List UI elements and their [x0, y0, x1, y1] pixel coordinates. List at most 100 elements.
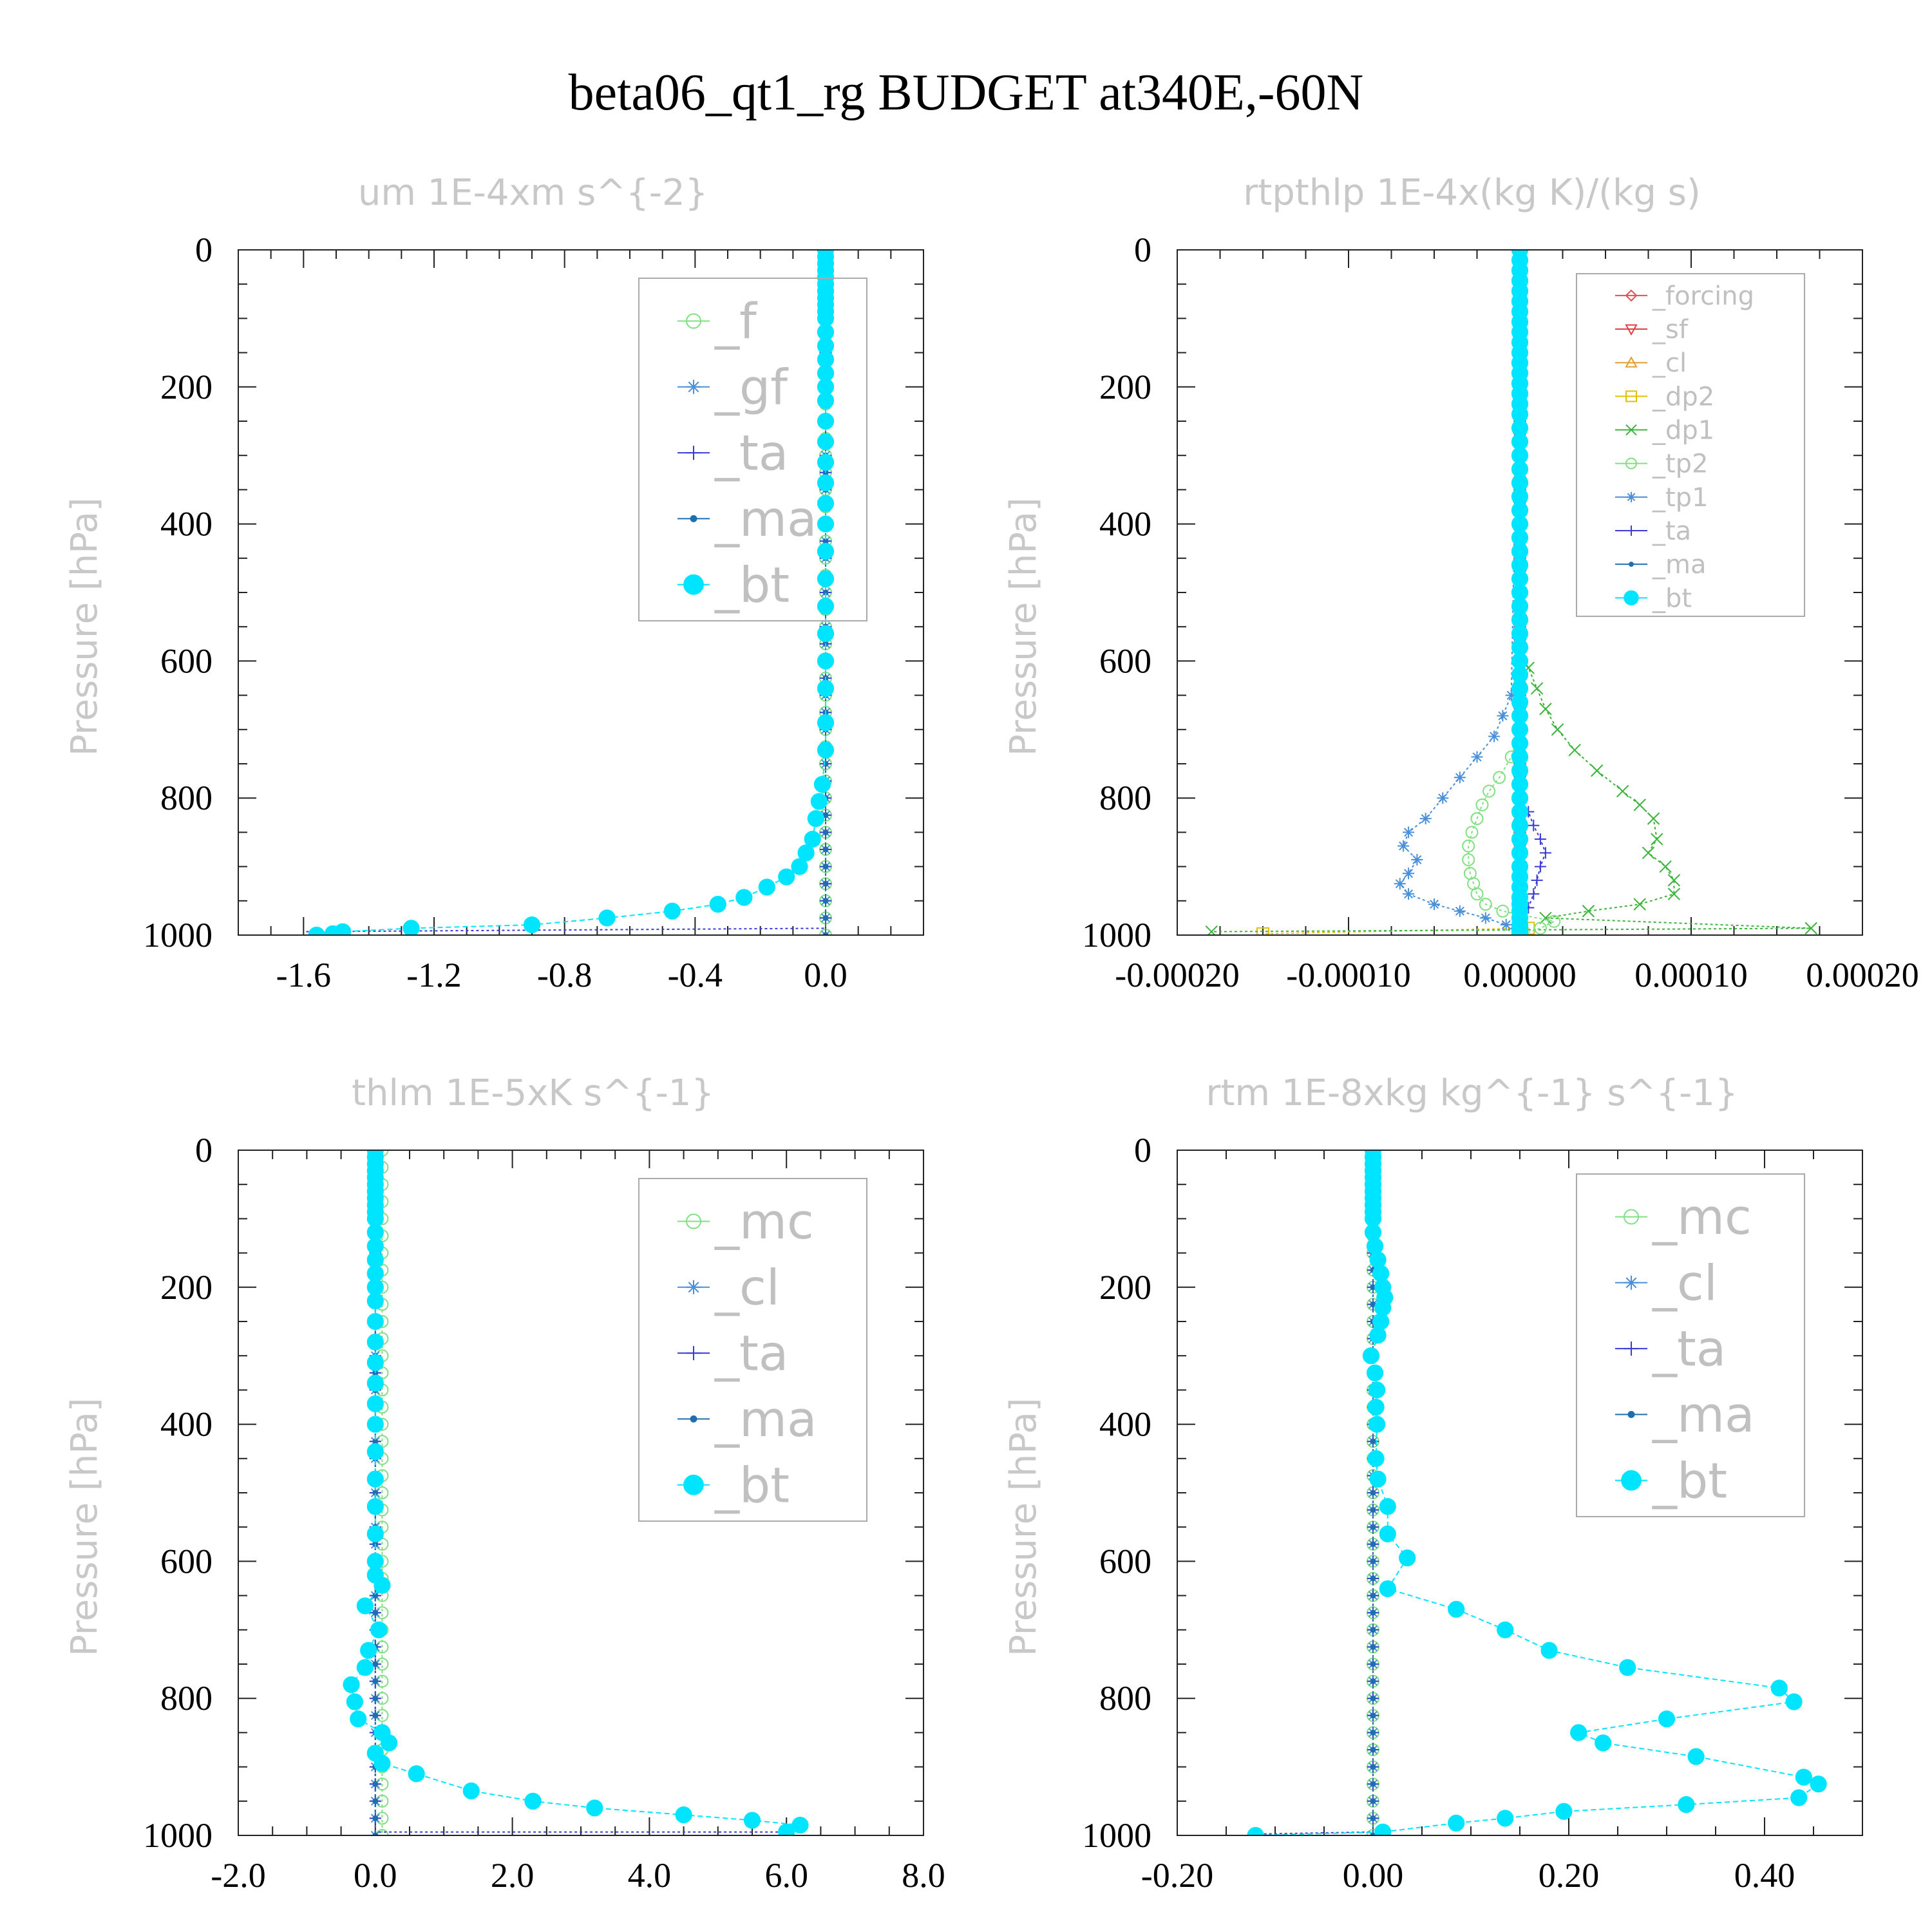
data-point — [817, 433, 835, 451]
data-point — [370, 1621, 388, 1638]
data-point — [346, 1693, 363, 1710]
data-point — [1370, 1609, 1376, 1616]
legend-label: _ta — [714, 424, 788, 482]
legend-marker — [1627, 1410, 1635, 1418]
data-point — [1470, 812, 1484, 826]
data-point — [372, 1781, 379, 1787]
x-tick-label: -0.8 — [537, 956, 592, 994]
y-tick-label: 800 — [160, 1679, 213, 1718]
panel-3: thlm 1E-5xK s^{-1} Pressure [hPa] 0 200 400 6… — [64, 1072, 945, 1895]
data-point — [1678, 1796, 1695, 1814]
data-point — [1810, 1776, 1827, 1793]
y-tick-label: 400 — [1099, 505, 1151, 544]
data-point — [1651, 833, 1663, 846]
legend-label: _gf — [714, 358, 789, 415]
series-group — [343, 1150, 809, 1835]
data-point — [366, 1498, 384, 1515]
data-point — [372, 1695, 379, 1701]
data-point — [817, 625, 835, 642]
data-point — [1470, 887, 1484, 901]
data-point — [804, 830, 821, 848]
y-axis-label: Pressure [hPa] — [1003, 497, 1045, 756]
figure-title: beta06_qt1_rg BUDGET at340E,-60N — [569, 64, 1364, 121]
legend-marker — [1624, 590, 1639, 606]
data-point — [1555, 1803, 1573, 1820]
y-tick-label: 400 — [160, 505, 213, 544]
legend-label: _f — [714, 292, 758, 350]
data-point — [1372, 1312, 1390, 1331]
data-point — [372, 1490, 379, 1496]
data-point — [1419, 813, 1432, 825]
data-point — [1454, 905, 1466, 917]
data-point — [372, 1832, 379, 1835]
data-point — [1465, 826, 1479, 839]
legend-marker — [1626, 491, 1636, 502]
data-point — [1370, 1593, 1376, 1599]
y-tick-label: 800 — [1099, 779, 1151, 817]
data-point — [1475, 798, 1489, 811]
legend-label: _cl — [1652, 348, 1687, 378]
legend-label: _ta — [714, 1325, 788, 1382]
data-point — [822, 864, 829, 870]
data-point — [350, 1710, 367, 1728]
legend-label: _bt — [714, 1456, 790, 1513]
legend-label: _mc — [1652, 1188, 1752, 1245]
data-point — [1496, 904, 1510, 918]
x-tick-label: -0.00010 — [1286, 956, 1410, 994]
data-point — [822, 761, 829, 767]
x-tick-label: 8.0 — [902, 1856, 945, 1895]
data-point — [1462, 853, 1475, 866]
panel-title: rtm 1E-8xkg kg^{-1} s^{-1} — [1206, 1072, 1738, 1114]
data-point — [817, 474, 835, 491]
data-point — [1687, 1748, 1705, 1765]
data-point — [1785, 1693, 1803, 1710]
data-point — [1539, 703, 1552, 715]
data-point — [817, 515, 835, 533]
data-point — [366, 1292, 384, 1310]
legend-marker — [686, 313, 701, 329]
data-point — [1568, 744, 1581, 757]
data-point — [813, 775, 831, 793]
data-point — [524, 1792, 542, 1810]
data-point — [1448, 1600, 1465, 1618]
data-point — [822, 812, 829, 819]
data-point — [1582, 905, 1595, 918]
panel-title: um 1E-4xm s^{-2} — [358, 172, 708, 214]
data-point — [1658, 1710, 1676, 1728]
series-line — [1255, 1150, 1374, 1835]
y-tick-label: 0 — [1134, 1131, 1151, 1170]
data-point — [1366, 1237, 1384, 1255]
data-point — [1497, 1810, 1514, 1827]
data-point — [817, 392, 835, 410]
data-point — [343, 1676, 360, 1694]
data-point — [356, 1597, 374, 1615]
x-tick-label: -0.00020 — [1115, 956, 1239, 994]
data-point — [372, 1798, 379, 1804]
y-tick-label: 600 — [1099, 641, 1151, 680]
data-point — [324, 925, 342, 935]
panel-title: rtpthlp 1E-4x(kg K)/(kg s) — [1243, 172, 1701, 214]
data-point — [1488, 730, 1501, 743]
data-point — [1368, 1381, 1386, 1399]
legend-box — [1576, 273, 1805, 617]
legend-marker — [683, 574, 704, 595]
data-point — [1437, 792, 1449, 804]
data-point — [1570, 1724, 1587, 1741]
y-tick-label: 1000 — [1082, 916, 1151, 954]
data-point — [778, 1823, 795, 1835]
data-point — [743, 1812, 761, 1829]
data-point — [1528, 819, 1540, 831]
x-tick-label: 4.0 — [628, 1856, 672, 1895]
data-point — [1590, 764, 1604, 777]
data-point — [1368, 1416, 1386, 1433]
data-point — [366, 1333, 384, 1351]
x-tick-label: 0.0 — [354, 1856, 397, 1895]
data-point — [356, 1659, 374, 1676]
data-point — [1369, 1327, 1387, 1344]
legend-marker — [1624, 1275, 1638, 1290]
legend-label: _bt — [1652, 583, 1692, 613]
data-point — [1647, 812, 1660, 825]
y-tick-label: 200 — [160, 368, 213, 406]
plot-frame — [238, 1150, 924, 1836]
data-point — [817, 543, 835, 560]
